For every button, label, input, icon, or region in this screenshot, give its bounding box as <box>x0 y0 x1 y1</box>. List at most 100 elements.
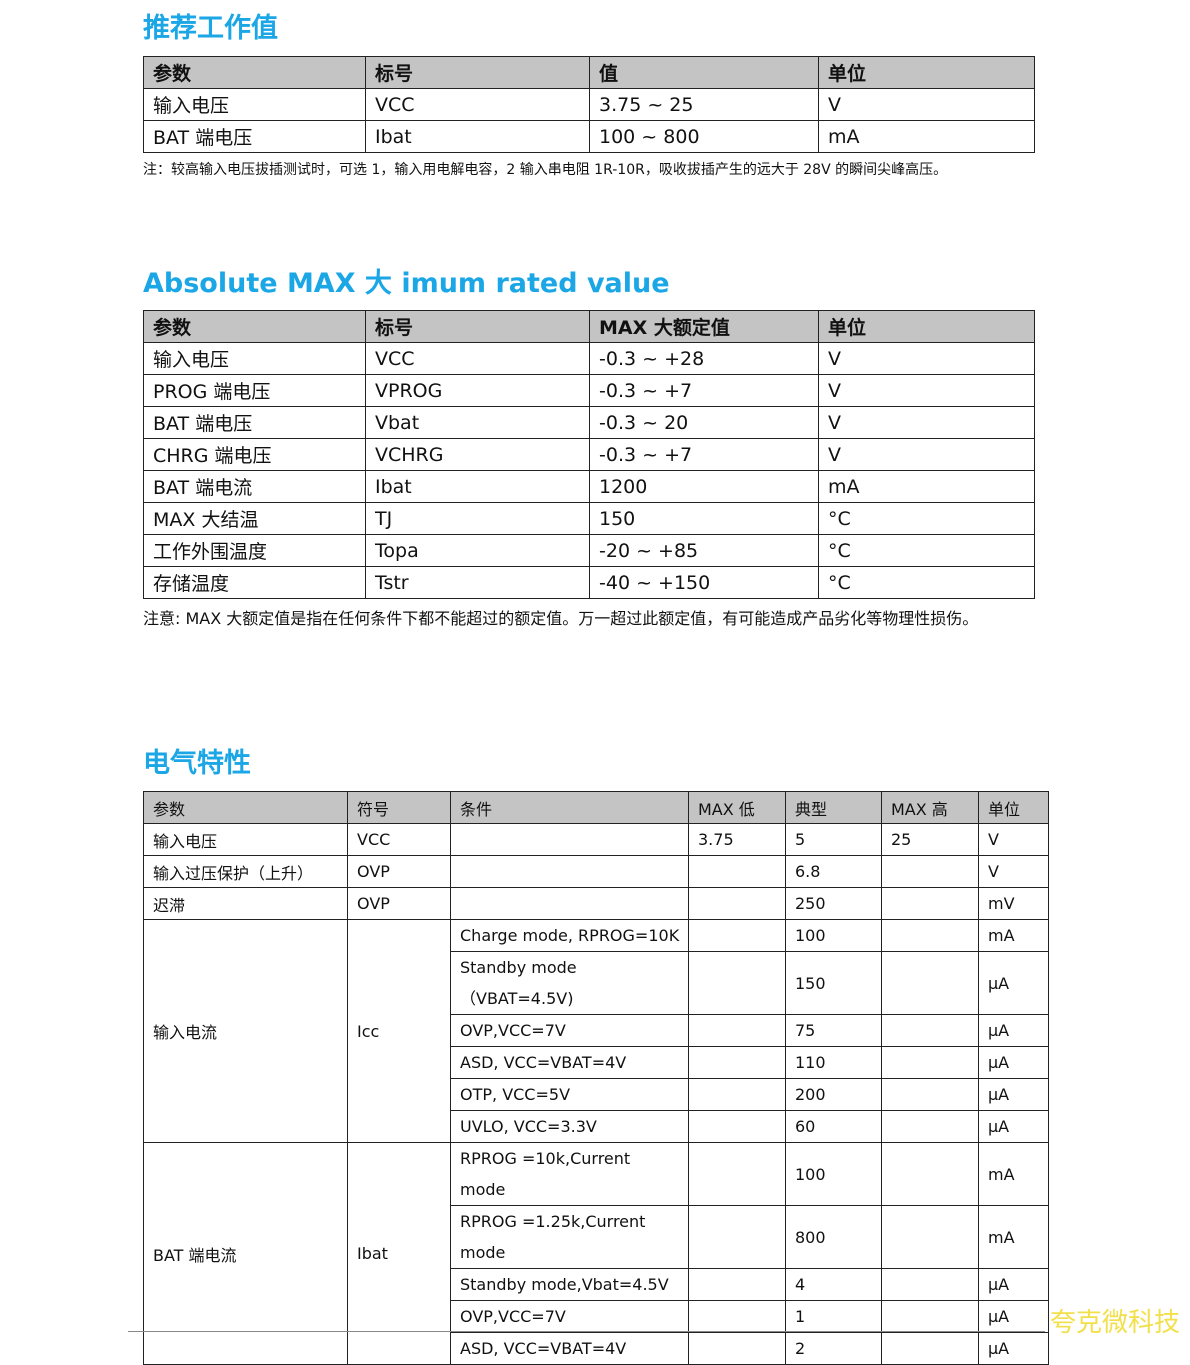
section-title-recommended: 推荐工作值 <box>143 13 278 44</box>
column-header: 符号 <box>347 791 451 824</box>
table-cell: 1200 <box>589 470 819 503</box>
table-cell <box>881 887 979 920</box>
table-cell <box>688 1205 786 1269</box>
table-row: 迟滞 OVP 250 mV <box>143 887 1049 920</box>
table-row: BAT 端电压 Vbat -0.3 ~ 20 V <box>143 406 1035 439</box>
table-cell: VCC <box>365 342 590 375</box>
table-cell <box>881 1268 979 1301</box>
table-cell: µA <box>978 1332 1049 1365</box>
table-cell: °C <box>818 534 1035 567</box>
watermark: 夸克微科技 <box>1050 1308 1181 1338</box>
table-cell: TJ <box>365 502 590 535</box>
table-cell: -0.3 ~ +28 <box>589 342 819 375</box>
table-cell: mA <box>978 1205 1049 1269</box>
table-cell <box>688 887 786 920</box>
table-cell <box>881 1332 979 1365</box>
column-header: MAX 低 <box>688 791 786 824</box>
table-cell: 100 ~ 800 <box>589 120 819 153</box>
table-row: 输入过压保护（上升） OVP 6.8 V <box>143 855 1049 888</box>
table-cell: mA <box>978 919 1049 952</box>
section-title-electrical: 电气特性 <box>143 748 251 779</box>
table-cell <box>688 1142 786 1206</box>
table-row: MAX 大结温 TJ 150 °C <box>143 502 1035 535</box>
header-row: 参数 标号值单位 <box>143 56 1035 89</box>
table-cell <box>881 1205 979 1269</box>
column-header: 单位 <box>978 791 1049 824</box>
column-header: 条件 <box>450 791 689 824</box>
table-cell: BAT 端电压 <box>143 406 366 439</box>
table-cell <box>881 1014 979 1047</box>
table-cell: 输入过压保护（上升） <box>143 855 348 888</box>
table-cell: 4 <box>785 1268 882 1301</box>
table-cell: RPROG =10k,Current mode <box>450 1142 689 1206</box>
table-cell: 60 <box>785 1110 882 1143</box>
column-header: 单位 <box>818 56 1035 89</box>
table-cell: Vbat <box>365 406 590 439</box>
table-cell: 输入电压 <box>143 342 366 375</box>
header-row: 参数 符号 条件 MAX 低典型 MAX 高单位 <box>143 791 1049 824</box>
table-cell: µA <box>978 1014 1049 1047</box>
recommended-table: 参数 标号值单位 输入电压 VCC 3.75 ~ 25 V BAT 端电压 Ibat 100 ~… <box>143 56 1035 153</box>
table-cell: V <box>818 374 1035 407</box>
table-cell: 输入电压 <box>143 88 366 121</box>
table-cell: mA <box>978 1142 1049 1206</box>
table-cell: V <box>818 438 1035 471</box>
table-row: 输入电压 VCC 3.75 5 25 V <box>143 823 1049 856</box>
table-cell: Tstr <box>365 566 590 599</box>
table-cell <box>881 1046 979 1079</box>
column-header: MAX 高 <box>881 791 979 824</box>
symbol-cell: Icc <box>347 919 451 1143</box>
table-cell: 250 <box>785 887 882 920</box>
table-cell: V <box>818 88 1035 121</box>
table-row: OVP,VCC=7V 1 µA <box>144 1300 1049 1333</box>
table-row: CHRG 端电压 VCHRG -0.3 ~ +7 V <box>143 438 1035 471</box>
table-cell: 3.75 ~ 25 <box>589 88 819 121</box>
table-cell: mV <box>978 887 1049 920</box>
table-cell: Standby mode （VBAT=4.5V) <box>450 951 689 1015</box>
table-cell: µA <box>978 1078 1049 1111</box>
table-cell <box>688 951 786 1015</box>
table-cell: VCC <box>347 823 451 856</box>
table-cell <box>688 1014 786 1047</box>
table-cell: °C <box>818 566 1035 599</box>
table-cell: -20 ~ +85 <box>589 534 819 567</box>
table-cell: PROG 端电压 <box>143 374 366 407</box>
table-row: BAT 端电流 Ibat RPROG =10k,Current mode 100 mA <box>143 1142 1049 1365</box>
table-row: 存储温度 Tstr -40 ~ +150 °C <box>143 566 1035 599</box>
table-cell: 存储温度 <box>143 566 366 599</box>
table-cell: 输入电压 <box>143 823 348 856</box>
table-cell: 110 <box>785 1046 882 1079</box>
table-cell <box>881 1300 979 1333</box>
table-cell <box>450 823 689 856</box>
table-cell <box>688 1300 786 1333</box>
table-row: 输入电流 Icc Charge mode, RPROG=10K 100 mA <box>143 919 1049 1143</box>
table-cell: VCC <box>365 88 590 121</box>
table-cell: Charge mode, RPROG=10K <box>450 919 689 952</box>
table-cell: 150 <box>589 502 819 535</box>
table-cell: OVP <box>347 887 451 920</box>
column-header: 标号 <box>365 56 590 89</box>
column-header: 参数 <box>143 310 366 343</box>
column-header: 单位 <box>818 310 1035 343</box>
table-row: Standby mode （VBAT=4.5V) 150 µA <box>144 951 1049 1015</box>
column-header: 标号 <box>365 310 590 343</box>
table-cell <box>450 887 689 920</box>
symbol-cell: Ibat <box>347 1142 451 1365</box>
table-cell: 迟滞 <box>143 887 348 920</box>
table-cell: ASD, VCC=VBAT=4V <box>450 1046 689 1079</box>
section-title-absolute-max: Absolute MAX 大 imum rated value <box>143 268 670 299</box>
table-cell <box>688 919 786 952</box>
table-cell: 100 <box>785 1142 882 1206</box>
table-row: 工作外围温度 Topa -20 ~ +85 °C <box>143 534 1035 567</box>
table-cell: 工作外围温度 <box>143 534 366 567</box>
table-cell: 25 <box>881 823 979 856</box>
parameter-cell: 输入电流 <box>143 919 348 1143</box>
table-cell <box>881 919 979 952</box>
table-cell <box>688 1110 786 1143</box>
table-cell: mA <box>818 470 1035 503</box>
table-cell: 6.8 <box>785 855 882 888</box>
table-row: PROG 端电压 VPROG -0.3 ~ +7 V <box>143 374 1035 407</box>
table-cell: Ibat <box>365 120 590 153</box>
table-cell: OVP <box>347 855 451 888</box>
table-cell <box>881 1110 979 1143</box>
